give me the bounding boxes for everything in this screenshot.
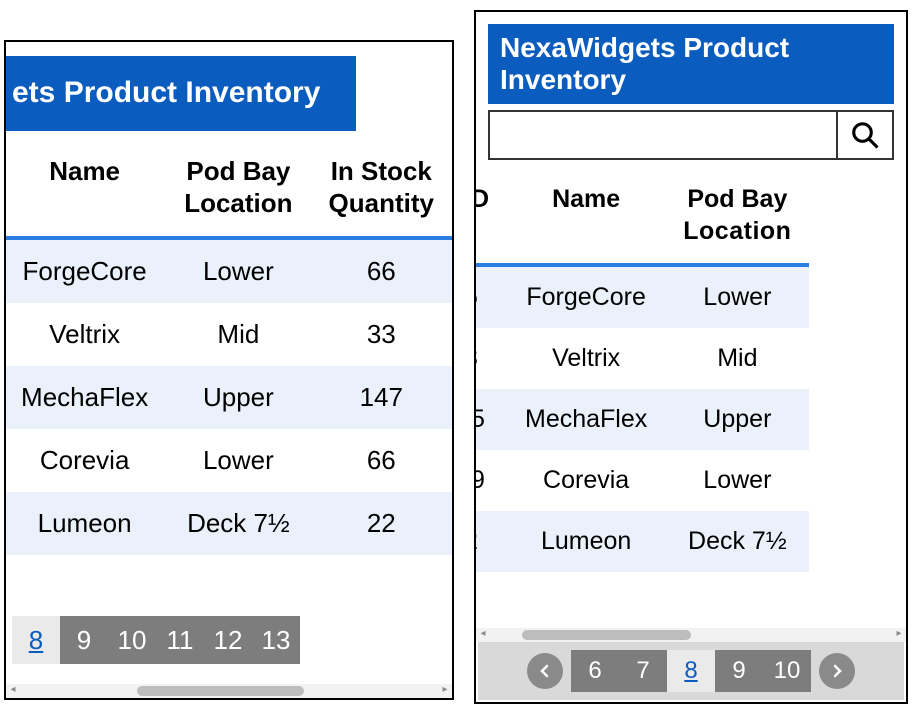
next-page-button[interactable] bbox=[819, 653, 855, 689]
page-title: ets Product Inventory bbox=[6, 56, 356, 131]
page-button[interactable]: 10 bbox=[108, 616, 156, 664]
col-qty[interactable]: In Stock Quantity bbox=[311, 141, 452, 238]
search-icon bbox=[850, 120, 880, 150]
page-button[interactable]: 9 bbox=[715, 650, 763, 692]
page-button[interactable]: 12 bbox=[204, 616, 252, 664]
inventory-table: Part ID Name Pod Bay Location In Stock Q… bbox=[6, 141, 452, 555]
col-name[interactable]: Name bbox=[6, 141, 166, 238]
page-button[interactable]: 11 bbox=[156, 616, 204, 664]
inventory-panel-narrow: NexaWidgets Product Inventory rt ID Name… bbox=[474, 10, 908, 704]
horizontal-scrollbar[interactable]: ◂ ▸ bbox=[6, 684, 452, 698]
horizontal-scrollbar[interactable]: ◂ ▸ bbox=[476, 628, 906, 642]
pagination: 8 9 10 11 12 13 bbox=[12, 616, 300, 664]
scroll-thumb[interactable] bbox=[137, 686, 304, 696]
table-viewport: rt ID Name Pod Bay Location 66 ForgeCore… bbox=[476, 170, 906, 628]
col-location[interactable]: Pod Bay Location bbox=[166, 141, 310, 238]
table-row[interactable]: Corevia Lower 66 bbox=[6, 429, 452, 492]
chevron-left-icon bbox=[537, 663, 553, 679]
page-button[interactable]: 10 bbox=[763, 650, 811, 692]
table-row[interactable]: Veltrix Mid 33 bbox=[6, 303, 452, 366]
chevron-right-icon bbox=[829, 663, 845, 679]
page-button[interactable]: 6 bbox=[571, 650, 619, 692]
table-row[interactable]: 66 ForgeCore Lower bbox=[476, 265, 809, 328]
page-button[interactable]: 9 bbox=[60, 616, 108, 664]
search-button[interactable] bbox=[836, 112, 892, 158]
table-row[interactable]: MechaFlex Upper 147 bbox=[6, 366, 452, 429]
col-part-id[interactable]: rt ID bbox=[476, 170, 507, 265]
page-title: NexaWidgets Product Inventory bbox=[488, 24, 894, 104]
page-button[interactable]: 7 bbox=[619, 650, 667, 692]
scroll-thumb[interactable] bbox=[522, 630, 691, 640]
table-row[interactable]: 999 Corevia Lower bbox=[476, 450, 809, 511]
search-bar bbox=[488, 110, 894, 160]
scroll-left-icon[interactable]: ◂ bbox=[476, 628, 490, 642]
inventory-panel-wide: ets Product Inventory Part ID Name Pod B… bbox=[4, 40, 454, 700]
page-button[interactable]: 8 bbox=[12, 616, 60, 664]
pagination: 6 7 8 9 10 bbox=[478, 642, 904, 700]
table-row[interactable]: 005 MechaFlex Upper bbox=[476, 389, 809, 450]
page-button[interactable]: 8 bbox=[667, 650, 715, 692]
col-location[interactable]: Pod Bay Location bbox=[665, 170, 809, 265]
prev-page-button[interactable] bbox=[527, 653, 563, 689]
table-row[interactable]: ForgeCore Lower 66 bbox=[6, 238, 452, 303]
table-row[interactable]: 28 Veltrix Mid bbox=[476, 328, 809, 389]
scroll-right-icon[interactable]: ▸ bbox=[892, 628, 906, 642]
table-row[interactable]: 42 Lumeon Deck 7½ bbox=[476, 511, 809, 572]
table-viewport: Part ID Name Pod Bay Location In Stock Q… bbox=[6, 141, 452, 685]
scroll-left-icon[interactable]: ◂ bbox=[6, 684, 20, 698]
page-button[interactable]: 13 bbox=[252, 616, 300, 664]
scroll-right-icon[interactable]: ▸ bbox=[438, 684, 452, 698]
search-input[interactable] bbox=[490, 112, 836, 158]
table-row[interactable]: Lumeon Deck 7½ 22 bbox=[6, 492, 452, 555]
inventory-table: rt ID Name Pod Bay Location 66 ForgeCore… bbox=[476, 170, 809, 572]
col-name[interactable]: Name bbox=[507, 170, 665, 265]
